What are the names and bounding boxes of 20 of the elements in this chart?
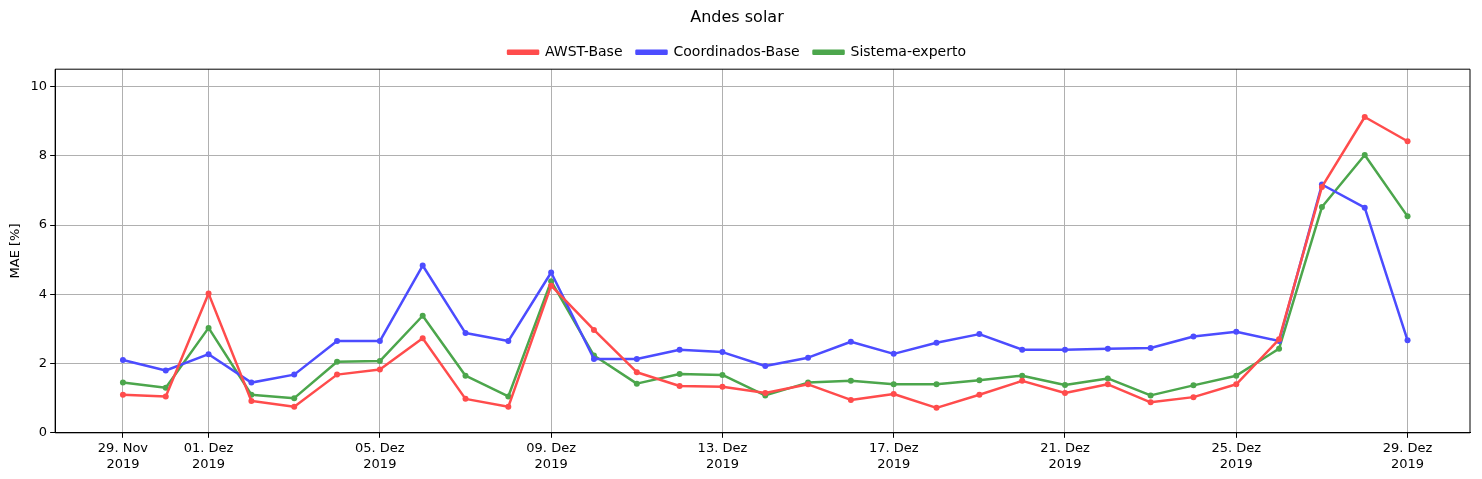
y-tick-label: 0 xyxy=(38,424,48,440)
x-tick-label: 01. Dez 2019 xyxy=(183,439,234,471)
y-tick-label: 2 xyxy=(38,354,48,370)
y-tick-label: 10 xyxy=(30,77,48,93)
x-tick-label: 21. Dez 2019 xyxy=(1040,439,1090,471)
x-tick-label: 13. Dez 2019 xyxy=(697,439,748,471)
chart-title: Andes solar xyxy=(690,6,785,26)
legend-label: AWST-Base xyxy=(545,42,623,59)
x-tick-label: 29. Dez 2019 xyxy=(1382,439,1433,471)
y-tick-label: 4 xyxy=(38,285,48,301)
y-axis-title: MAE [%] xyxy=(7,223,23,279)
x-tick-label: 17. Dez 2019 xyxy=(868,439,919,471)
y-tick-label: 6 xyxy=(38,216,48,232)
legend-label: Sistema-experto xyxy=(850,42,966,59)
y-tick-label: 8 xyxy=(38,147,48,163)
x-tick-label: 09. Dez 2019 xyxy=(526,439,577,471)
x-tick-label: 05. Dez 2019 xyxy=(355,439,405,471)
x-tick-label: 25. Dez 2019 xyxy=(1211,439,1262,471)
legend-label: Coordinados-Base xyxy=(673,42,800,59)
x-tick-label: 29. Nov 2019 xyxy=(97,439,149,471)
